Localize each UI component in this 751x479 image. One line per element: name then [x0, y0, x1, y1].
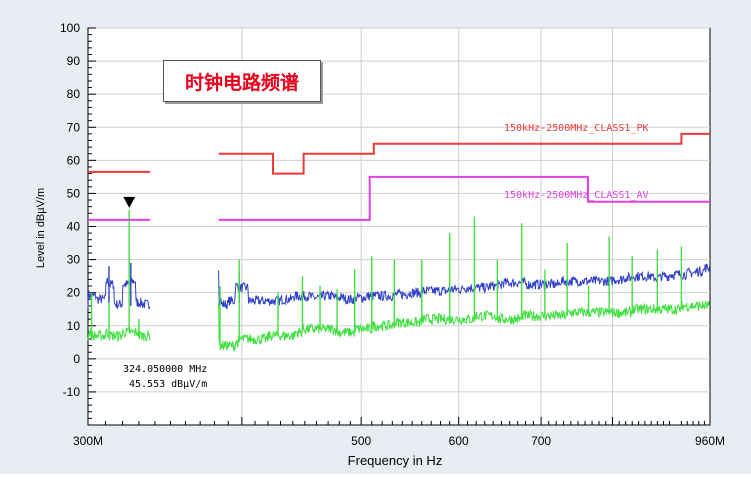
- limit-lines: 150kHz-2500MHz_CLASS1_PK 150kHz-2500MHz_C…: [88, 123, 710, 221]
- av-limit-line: [218, 175, 710, 221]
- axis-labels: Frequency in Hz Level in dBµV/m: [35, 188, 442, 468]
- x-tick-label: 960M: [695, 434, 725, 448]
- x-tick-label: 700: [531, 434, 551, 448]
- y-tick-label: 0: [73, 352, 80, 366]
- peak-trace: [87, 276, 151, 310]
- y-tick-label: 100: [60, 21, 80, 35]
- y-tick-label: 30: [67, 253, 81, 267]
- x-tick-label: 600: [449, 434, 469, 448]
- marker-level-text: 45.553 dBµV/m: [129, 379, 207, 390]
- average-trace: [87, 327, 151, 343]
- peak-trace: [218, 263, 710, 310]
- pk-limit-line: [218, 132, 710, 175]
- y-tick-label: 50: [67, 186, 81, 200]
- x-tick-label: 500: [351, 434, 371, 448]
- y-axis-label: Level in dBµV/m: [35, 188, 47, 268]
- series-layer: [87, 209, 710, 351]
- pk-limit-label: 150kHz-2500MHz_CLASS1_PK: [504, 123, 649, 134]
- chart-title: 时钟电路频谱: [163, 60, 321, 102]
- marker-frequency-text: 324.050000 MHz: [123, 364, 207, 375]
- y-tick-label: 80: [67, 87, 81, 101]
- x-axis-label: Frequency in Hz: [348, 453, 443, 468]
- x-tick-label: 300M: [73, 434, 103, 448]
- y-tick-label: 70: [67, 120, 81, 134]
- av-limit-label: 150kHz-2500MHz_CLASS1_AV: [504, 190, 649, 201]
- y-tick-label: 10: [67, 319, 81, 333]
- marker: 324.050000 MHz 45.553 dBµV/m: [123, 196, 207, 390]
- y-tick-label: -10: [63, 385, 81, 399]
- y-tick-label: 40: [67, 220, 81, 234]
- average-trace: [218, 300, 710, 351]
- y-tick-label: 60: [67, 153, 81, 167]
- y-tick-label: 90: [67, 54, 81, 68]
- marker-triangle-icon: [123, 196, 136, 208]
- y-tick-label: 20: [67, 286, 81, 300]
